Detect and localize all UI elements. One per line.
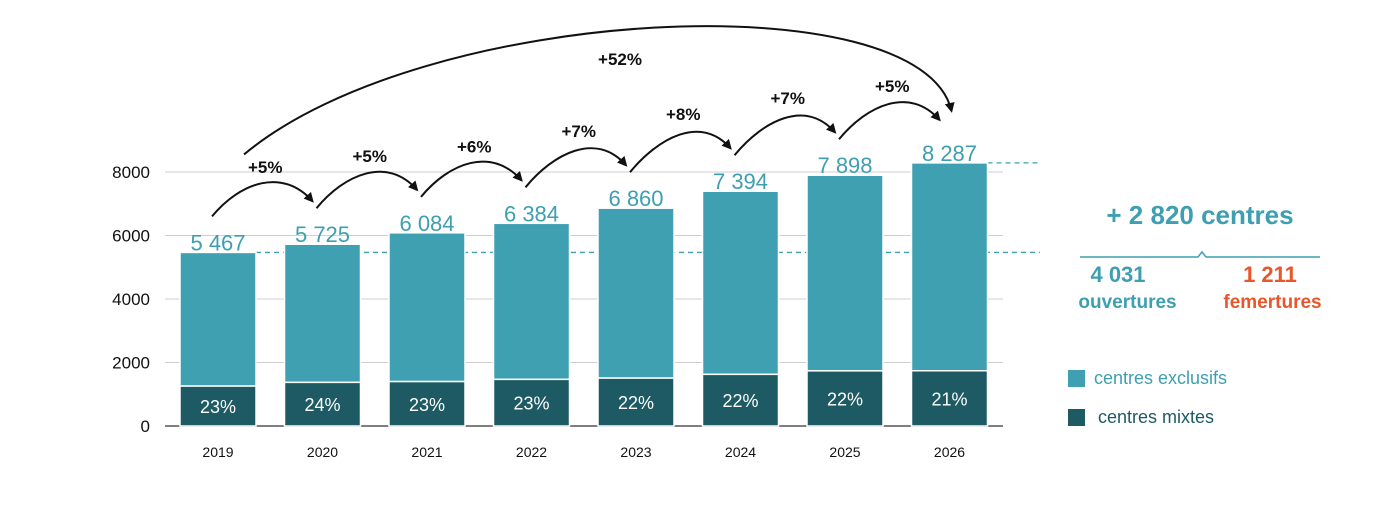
x-tick-label-2025: 2025: [829, 444, 860, 460]
closures-label: femertures: [1223, 292, 1322, 313]
bar-exclusive-2023: [597, 207, 675, 379]
x-tick-label-2023: 2023: [620, 444, 651, 460]
total-label-2025: 7 898: [817, 153, 872, 178]
bar-mixed-2026: [910, 369, 989, 427]
growth-arrow-3: [420, 160, 523, 198]
bar-mixed-2023: [597, 377, 675, 427]
growth-label-6: +7%: [771, 89, 806, 108]
legend-swatch-exclusive: [1068, 370, 1085, 387]
mixed-share-label-2021: 23%: [409, 395, 445, 415]
total-label-2021: 6 084: [399, 211, 454, 236]
growth-label-1: +5%: [248, 158, 283, 177]
overall-growth-arrow: [243, 25, 955, 156]
total-label-2024: 7 394: [713, 169, 768, 194]
growth-arrow-6: [733, 114, 837, 156]
growth-label-7: +5%: [875, 77, 910, 96]
total-label-2019: 5 467: [190, 230, 245, 255]
growth-label-2: +5%: [353, 147, 388, 166]
closures-value: 1 211: [1243, 262, 1297, 287]
mixed-share-label-2022: 23%: [513, 394, 549, 414]
y-tick-label: 8000: [112, 163, 150, 182]
openings-label: ouvertures: [1078, 292, 1177, 313]
mixed-share-label-2020: 24%: [304, 395, 340, 415]
bar-mixed-2021: [388, 380, 466, 427]
mixed-share-label-2019: 23%: [200, 397, 236, 417]
growth-arrow-2: [315, 170, 419, 209]
x-tick-label-2021: 2021: [411, 444, 442, 460]
growth-arrow-1: [211, 181, 314, 218]
growth-arrow-4: [524, 147, 628, 188]
bar-mixed-2020: [283, 381, 362, 427]
bar-mixed-2024: [701, 373, 780, 427]
legend-label-exclusive: centres exclusifs: [1094, 368, 1228, 388]
x-tick-label-2019: 2019: [202, 444, 233, 460]
total-label-2022: 6 384: [504, 201, 559, 226]
bar-exclusive-2021: [388, 232, 466, 383]
legend-item-mixed: centres mixtes: [1068, 407, 1214, 428]
legend-item-exclusive: centres exclusifs: [1068, 368, 1227, 389]
bar-exclusive-2020: [283, 243, 362, 384]
growth-label-5: +8%: [666, 105, 701, 124]
growth-label-3: +6%: [457, 137, 492, 156]
mixed-share-label-2026: 21%: [931, 389, 967, 409]
total-label-2023: 6 860: [608, 186, 663, 211]
bar-mixed-2022: [492, 378, 571, 427]
y-tick-label: 6000: [112, 227, 150, 246]
bar-mixed-2019: [179, 385, 257, 427]
x-tick-label-2024: 2024: [725, 444, 756, 460]
y-tick-label: 0: [141, 417, 150, 436]
openings-value: 4 031: [1090, 262, 1146, 287]
bar-exclusive-2022: [492, 222, 571, 381]
growth-arrow-7: [838, 101, 941, 140]
bar-mixed-2025: [806, 370, 884, 427]
overall-growth-label: +52%: [598, 50, 642, 69]
growth-label-4: +7%: [562, 122, 597, 141]
legend-swatch-mixed: [1068, 409, 1085, 426]
total-label-2020: 5 725: [295, 222, 350, 247]
mixed-share-label-2023: 22%: [618, 393, 654, 413]
x-tick-label-2026: 2026: [934, 444, 965, 460]
summary-total: + 2 820 centres: [1106, 200, 1294, 230]
growth-arrow-5: [629, 130, 732, 173]
summary-divider: [1080, 250, 1320, 258]
bar-exclusive-2025: [806, 174, 884, 372]
bar-exclusive-2026: [910, 162, 989, 372]
y-tick-label: 2000: [112, 354, 150, 373]
mixed-share-label-2025: 22%: [827, 389, 863, 409]
x-tick-label-2020: 2020: [307, 444, 338, 460]
bar-exclusive-2019: [179, 251, 257, 387]
mixed-share-label-2024: 22%: [722, 391, 758, 411]
total-label-2026: 8 287: [922, 141, 977, 166]
bar-exclusive-2024: [701, 190, 780, 376]
x-tick-label-2022: 2022: [516, 444, 547, 460]
y-tick-label: 4000: [112, 290, 150, 309]
legend-label-mixed: centres mixtes: [1098, 407, 1215, 427]
